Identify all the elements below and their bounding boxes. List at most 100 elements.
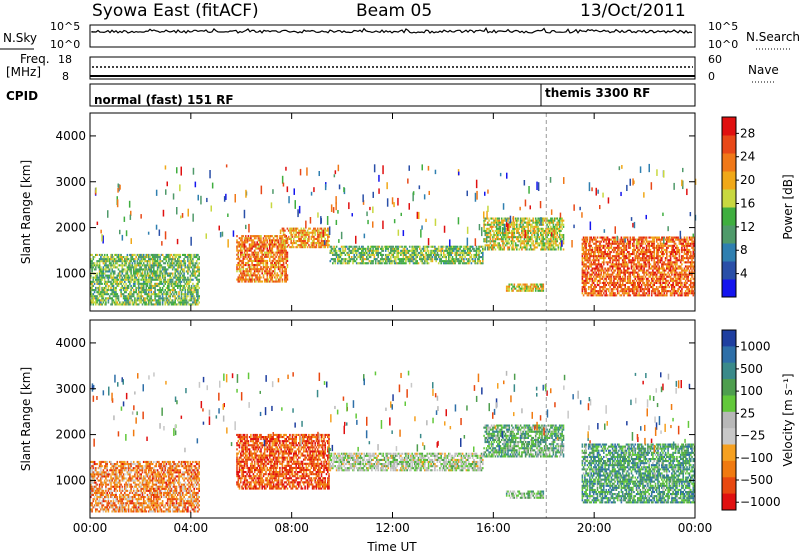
data-cell — [237, 278, 240, 281]
data-cell — [534, 236, 537, 239]
data-cell — [628, 273, 630, 276]
data-cell — [279, 251, 281, 254]
data-cell — [456, 247, 459, 250]
data-cell — [121, 262, 124, 265]
data-cell — [155, 293, 158, 296]
data-cell — [115, 303, 117, 306]
data-cell — [265, 264, 267, 267]
data-cell — [92, 303, 95, 306]
data-cell — [136, 278, 139, 281]
data-cell — [282, 244, 285, 247]
data-cell — [258, 243, 261, 246]
data-cell — [484, 238, 487, 241]
data-cell — [497, 231, 499, 234]
data-cell — [149, 299, 151, 302]
data-cell — [524, 287, 527, 290]
nsky-tick-low: 10^0 — [50, 38, 80, 51]
data-cell — [276, 280, 279, 283]
data-cell — [301, 233, 304, 236]
data-cell — [148, 291, 150, 294]
data-cell — [600, 255, 603, 258]
data-cell — [533, 283, 536, 286]
data-cell — [159, 270, 161, 273]
data-cell — [590, 288, 592, 291]
data-cell — [590, 255, 592, 258]
data-cell — [587, 244, 590, 247]
data-cell — [90, 293, 92, 296]
data-cell — [616, 288, 619, 291]
data-cell — [142, 253, 145, 256]
data-cell — [601, 275, 604, 278]
data-cell — [594, 263, 596, 266]
data-cell — [557, 248, 560, 251]
data-cell — [354, 251, 357, 254]
data-cell — [562, 225, 565, 228]
data-cell — [257, 245, 260, 248]
data-cell — [155, 262, 158, 265]
data-cell — [633, 294, 635, 297]
data-cell — [582, 271, 585, 274]
data-cell — [442, 262, 445, 265]
data-cell — [596, 246, 599, 249]
data-cell — [425, 253, 427, 256]
data-cell — [537, 219, 539, 222]
data-cell — [300, 244, 303, 247]
data-cell — [548, 246, 551, 249]
data-cell — [100, 303, 102, 306]
data-cell — [303, 240, 305, 243]
data-cell — [119, 276, 121, 279]
data-cell — [250, 247, 252, 250]
data-cell — [639, 275, 642, 278]
data-cell — [98, 270, 101, 273]
data-cell — [347, 262, 349, 265]
data-cell — [485, 234, 488, 237]
data-cell — [129, 291, 131, 294]
data-cell — [171, 303, 174, 306]
data-cell — [173, 262, 175, 265]
data-cell — [634, 277, 637, 280]
data-cell — [448, 262, 450, 265]
data-cell — [124, 264, 126, 267]
data-cell — [536, 227, 538, 230]
data-cell — [166, 280, 169, 283]
data-cell — [117, 264, 120, 267]
data-cell — [519, 289, 522, 292]
data-cell — [466, 260, 469, 263]
data-cell — [541, 238, 543, 241]
data-cell — [160, 293, 163, 296]
data-cell — [591, 267, 594, 270]
data-cell — [429, 253, 431, 256]
data-cell — [374, 247, 377, 250]
data-cell — [610, 263, 613, 266]
data-cell — [495, 223, 498, 226]
data-cell — [121, 286, 124, 289]
data-cell — [599, 288, 601, 291]
data-cell — [110, 253, 112, 256]
data-cell — [165, 280, 168, 283]
data-cell — [187, 291, 189, 294]
data-cell — [497, 227, 499, 230]
data-cell — [597, 246, 600, 249]
data-cell — [265, 262, 267, 265]
data-cell — [291, 244, 294, 247]
data-cell — [550, 217, 552, 220]
data-cell — [174, 289, 176, 292]
data-cell — [609, 267, 611, 270]
data-cell — [616, 275, 619, 278]
data-cell — [338, 260, 340, 263]
data-cell — [621, 238, 624, 241]
data-cell — [150, 291, 153, 294]
data-cell — [587, 248, 590, 251]
data-cell — [150, 293, 153, 296]
data-cell — [290, 246, 292, 249]
data-cell — [529, 238, 532, 241]
data-cell — [402, 258, 405, 261]
data-cell — [253, 241, 256, 244]
data-cell — [550, 219, 552, 222]
data-cell — [127, 297, 130, 300]
data-cell — [587, 267, 590, 270]
data-cell — [303, 242, 305, 245]
data-cell — [160, 272, 163, 275]
data-cell — [156, 270, 159, 273]
data-cell — [619, 275, 621, 278]
